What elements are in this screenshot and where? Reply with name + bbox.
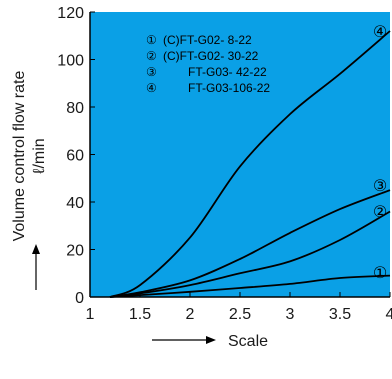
legend-marker-4: ④ (146, 81, 157, 95)
x-tick-label: 2.5 (229, 306, 251, 323)
y-tick-label: 120 (57, 5, 84, 22)
x-tick-label: 2 (186, 306, 195, 323)
x-tick-label: 3 (286, 306, 295, 323)
series-marker-1: ① (373, 263, 387, 282)
x-axis-ticks: 1 1.5 2 2.5 3 3.5 4 (86, 292, 392, 323)
legend-label-3: FT-G03- 42-22 (188, 65, 267, 79)
x-tick-label: 1.5 (129, 306, 151, 323)
series-marker-3: ③ (373, 176, 387, 195)
legend-label-1: (C)FT-G02- 8-22 (163, 33, 252, 47)
x-tick-label: 4 (386, 306, 392, 323)
y-axis-label-line1: Volume control flow rate (11, 71, 28, 242)
series-marker-4: ④ (373, 22, 387, 41)
y-tick-label: 20 (66, 243, 84, 260)
legend: ① (C)FT-G02- 8-22 ② (C)FT-G02- 30-22 ③ FT-G03… (146, 33, 270, 95)
x-axis-arrow-head (206, 336, 216, 344)
legend-label-4: FT-G03-106-22 (188, 81, 270, 95)
plot-area (90, 12, 390, 297)
markers-layer: ① ② ③ ④ (373, 22, 387, 282)
legend-label-2: (C)FT-G02- 30-22 (163, 49, 259, 63)
x-tick-label: 3.5 (329, 306, 351, 323)
legend-marker-3: ③ (146, 65, 157, 79)
y-axis-ticks: 0 20 40 60 80 100 120 (57, 5, 95, 307)
series-line-4 (109, 30, 391, 298)
series-marker-2: ② (373, 202, 387, 221)
x-tick-label: 1 (86, 306, 95, 323)
legend-marker-1: ① (146, 33, 157, 47)
y-axis-label-line2: ℓ/min (31, 138, 48, 173)
y-tick-label: 40 (66, 195, 84, 212)
y-tick-label: 60 (66, 148, 84, 165)
x-axis-label: Scale (228, 333, 268, 350)
y-axis-arrow-head (32, 244, 40, 254)
y-tick-label: 100 (57, 53, 84, 70)
y-tick-label: 0 (75, 290, 84, 307)
legend-marker-2: ② (146, 49, 157, 63)
y-tick-label: 80 (66, 100, 84, 117)
